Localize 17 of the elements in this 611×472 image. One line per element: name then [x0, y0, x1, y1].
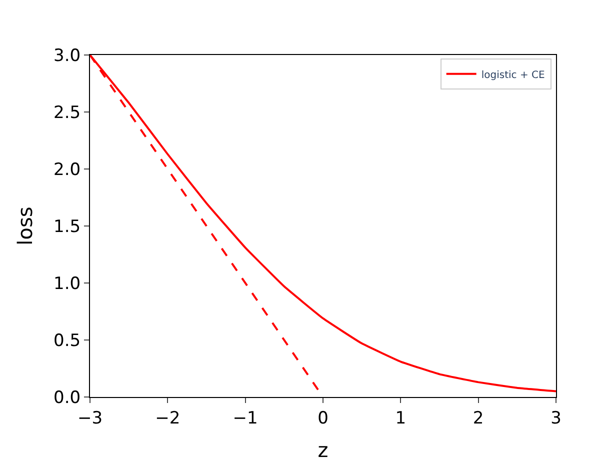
x-tick-label: −2 [155, 408, 180, 428]
x-tick-label: 3 [550, 408, 562, 428]
y-tick-label: 0.0 [54, 388, 81, 408]
y-tick-label: 1.0 [54, 274, 81, 294]
y-tick-label: 3.0 [54, 46, 81, 66]
x-tick-label: −1 [232, 408, 258, 428]
x-tick-label: 0 [318, 408, 328, 428]
x-axis-title: z [318, 438, 328, 462]
x-tick-label: 2 [472, 408, 484, 428]
legend-label: logistic + CE [481, 70, 545, 81]
x-tick-label: −3 [77, 408, 103, 428]
x-tick-label: 1 [395, 408, 406, 428]
y-tick-label: 0.5 [54, 330, 81, 351]
y-tick-label: 2.5 [54, 102, 81, 123]
y-tick-label: 1.5 [54, 216, 81, 237]
y-axis-title: loss [13, 206, 38, 246]
y-tick-label: 2.0 [54, 160, 81, 180]
